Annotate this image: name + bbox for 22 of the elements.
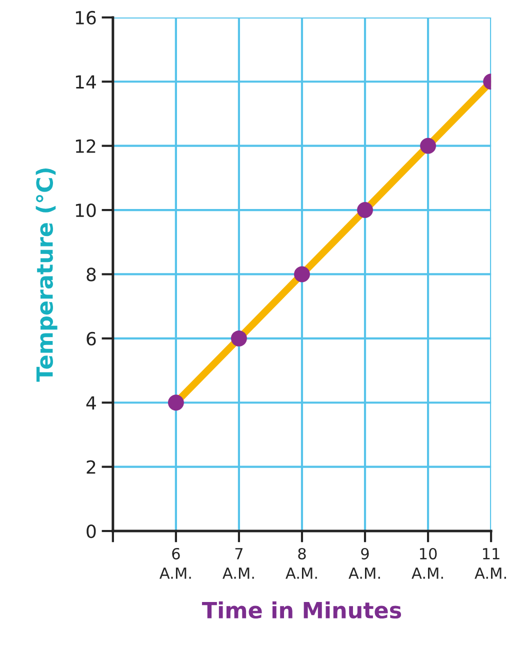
y-tick-label: 14 — [76, 75, 96, 88]
x-tick-label: 8 A.M. — [286, 548, 317, 579]
x-tick-label: 7 A.M. — [222, 548, 254, 579]
y-tick-label: 16 — [76, 10, 96, 25]
point — [357, 202, 373, 218]
x-tick-label: 11 A.M. — [474, 548, 506, 579]
y-tick-label: 6 — [86, 332, 96, 346]
x-tick-label: 10 A.M. — [412, 548, 443, 579]
point — [294, 266, 310, 282]
y-tick-label: 10 — [76, 203, 96, 218]
point — [230, 330, 247, 346]
y-tick-label: 4 — [86, 396, 96, 410]
y-tick-label: 2 — [86, 460, 96, 474]
x-tick-label: 6 A.M. — [160, 548, 191, 579]
y-axis-title: Temperature (°C) — [36, 168, 58, 382]
point — [168, 394, 184, 411]
y-tick-label: 8 — [86, 268, 96, 282]
y-tick-label: 12 — [76, 139, 96, 153]
y-tick-label: 0 — [86, 524, 96, 538]
point — [420, 138, 436, 154]
x-axis-title: Time in Minutes — [202, 601, 402, 619]
x-tick-label: 9 A.M. — [348, 548, 380, 579]
